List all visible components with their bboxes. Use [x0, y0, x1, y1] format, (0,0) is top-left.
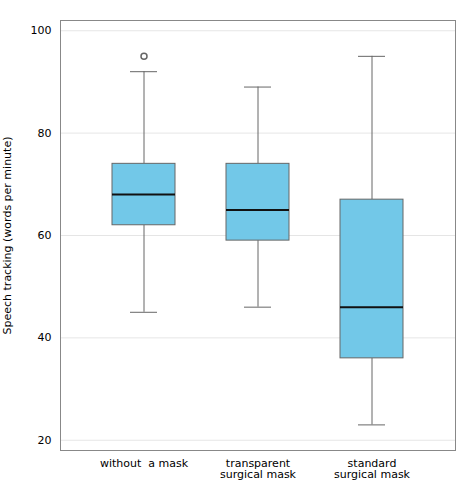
svg-text:40: 40	[38, 331, 52, 344]
svg-text:Speech tracking (words per min: Speech tracking (words per minute)	[1, 137, 14, 335]
svg-text:standardsurgical mask: standardsurgical mask	[334, 457, 411, 481]
svg-text:20: 20	[38, 434, 52, 447]
svg-text:without a mask: without a mask	[100, 457, 189, 470]
svg-text:80: 80	[38, 127, 52, 140]
svg-text:100: 100	[31, 24, 52, 37]
svg-text:60: 60	[38, 229, 52, 242]
svg-text:transparentsurgical mask: transparentsurgical mask	[220, 457, 297, 481]
